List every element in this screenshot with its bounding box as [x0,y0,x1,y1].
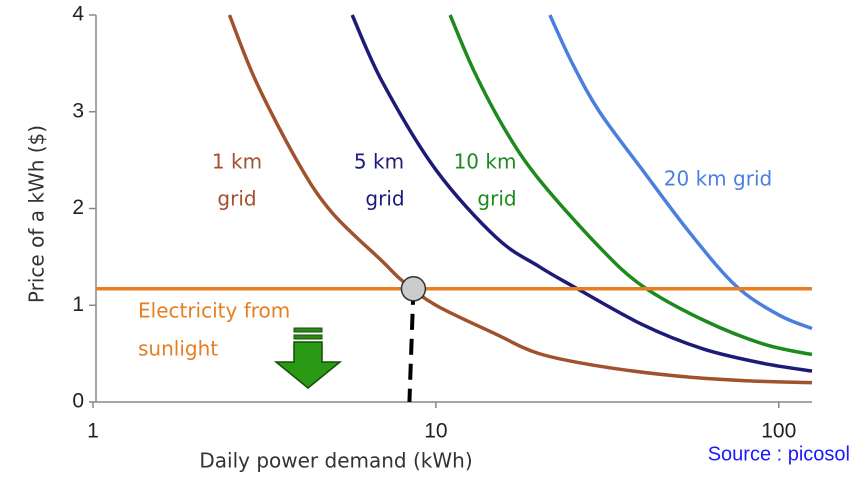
x-tick-label: 10 [424,420,447,443]
curve-label: sunlight [138,337,218,361]
curve [548,14,813,331]
x-tick-label: 100 [761,420,796,443]
y-tick-label: 4 [72,3,84,26]
curve [350,14,813,373]
curve-label: 5 km [354,150,404,174]
curve-label: 10 km [454,150,517,174]
curve-label: grid [217,187,256,211]
x-axis-label: Daily power demand (kWh) [199,449,472,473]
y-tick-label: 1 [72,293,84,316]
curve-label: 20 km grid [664,167,772,191]
curve-label: 1 km [212,150,262,174]
crossing-point [400,276,427,302]
curve [448,14,813,357]
curve-label: Electricity from [138,299,290,323]
y-tick-label: 0 [72,390,84,413]
curve [227,14,813,385]
curve-label: grid [477,187,516,211]
source: Source : picosol [708,443,850,465]
curve-label: grid [365,187,404,211]
y-tick-label: 2 [72,196,84,219]
x-tick-label: 1 [87,420,99,443]
y-axis-label: Price of a kWh ($) [25,125,49,303]
demand-marker [407,288,416,403]
y-tick-label: 3 [72,99,84,122]
arrow [273,327,343,389]
